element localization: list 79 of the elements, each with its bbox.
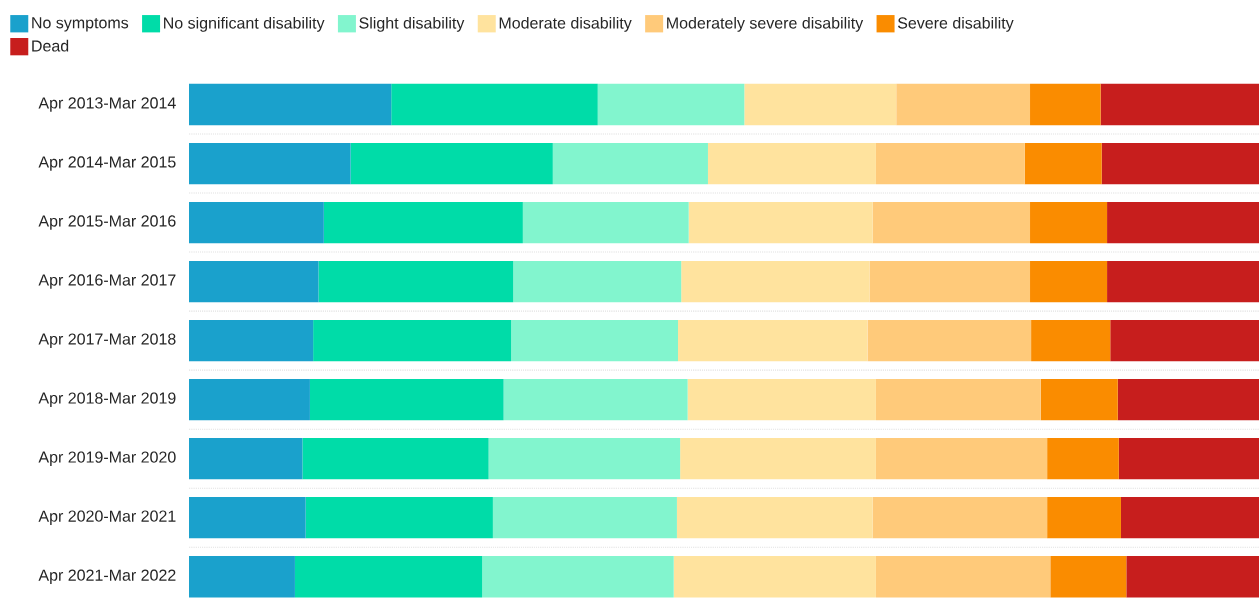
bar — [1118, 438, 1259, 480]
legend-label: Dead — [32, 39, 69, 52]
bar — [511, 319, 678, 362]
bar — [673, 556, 876, 598]
bar — [309, 378, 504, 421]
bar — [318, 260, 514, 303]
bar — [503, 378, 688, 421]
bar — [875, 142, 1025, 185]
bar — [1107, 260, 1259, 303]
bar — [688, 201, 873, 244]
bar — [707, 142, 876, 185]
bar — [294, 556, 483, 598]
bar — [875, 556, 1051, 598]
bar — [1050, 556, 1127, 598]
bar — [1030, 260, 1108, 303]
y-tick-label: Apr 2021-Mar 2022 — [38, 569, 176, 584]
bar — [522, 201, 689, 244]
bar — [391, 83, 598, 126]
legend-label: Moderate disability — [499, 16, 632, 32]
y-tick-label: Apr 2020-Mar 2021 — [38, 510, 176, 525]
bar — [482, 556, 674, 598]
bar — [1047, 497, 1121, 539]
legend-label: Moderately severe disability — [667, 16, 864, 32]
bar — [1126, 556, 1259, 598]
bar — [189, 260, 319, 303]
bar — [872, 201, 1031, 244]
bar — [492, 497, 677, 539]
bar — [313, 319, 512, 362]
legend-label: No symptoms — [32, 17, 129, 32]
bar — [1107, 201, 1259, 244]
bar — [744, 83, 897, 126]
bar — [350, 142, 553, 185]
bar — [1024, 142, 1102, 185]
bar — [869, 260, 1031, 303]
bar — [1120, 497, 1259, 539]
legend-label: No significant disability — [164, 16, 325, 32]
bar — [189, 319, 314, 362]
bar — [1031, 319, 1111, 362]
y-tick-label: Apr 2015-Mar 2016 — [38, 215, 176, 230]
bar — [896, 83, 1031, 126]
bar — [189, 142, 351, 185]
y-tick-label: Apr 2018-Mar 2019 — [38, 392, 176, 407]
bar — [552, 142, 708, 185]
bar — [305, 497, 493, 539]
y-tick-label: Apr 2013-Mar 2014 — [38, 97, 176, 112]
bar — [597, 83, 745, 126]
bar — [681, 260, 870, 303]
legend-label: Severe disability — [897, 16, 1014, 32]
bar — [488, 438, 681, 480]
bar — [676, 497, 873, 539]
bar — [1100, 83, 1259, 126]
bar — [323, 201, 523, 244]
y-tick-label: Apr 2014-Mar 2015 — [38, 156, 176, 171]
bar — [1047, 438, 1119, 480]
bar — [189, 378, 310, 421]
bar — [513, 260, 682, 303]
bar — [875, 438, 1048, 480]
bar — [302, 438, 489, 480]
bar — [872, 497, 1048, 539]
bar — [189, 556, 295, 598]
bar — [687, 378, 876, 421]
bar — [189, 438, 303, 480]
y-tick-label: Apr 2019-Mar 2020 — [38, 451, 176, 466]
bar — [875, 378, 1041, 421]
bar — [678, 319, 868, 362]
bar — [680, 438, 876, 480]
bar — [1030, 201, 1108, 244]
bar — [1110, 319, 1259, 362]
bar — [189, 201, 324, 244]
y-tick-label: Apr 2016-Mar 2017 — [38, 274, 176, 289]
bar — [189, 83, 392, 126]
bar — [189, 497, 306, 539]
bar — [1101, 142, 1259, 185]
bar — [867, 319, 1032, 362]
bar — [1117, 378, 1259, 421]
bar — [1040, 378, 1118, 421]
y-tick-label: Apr 2017-Mar 2018 — [38, 333, 176, 348]
legend-label: Slight disability — [359, 16, 465, 32]
bar — [1030, 83, 1101, 126]
